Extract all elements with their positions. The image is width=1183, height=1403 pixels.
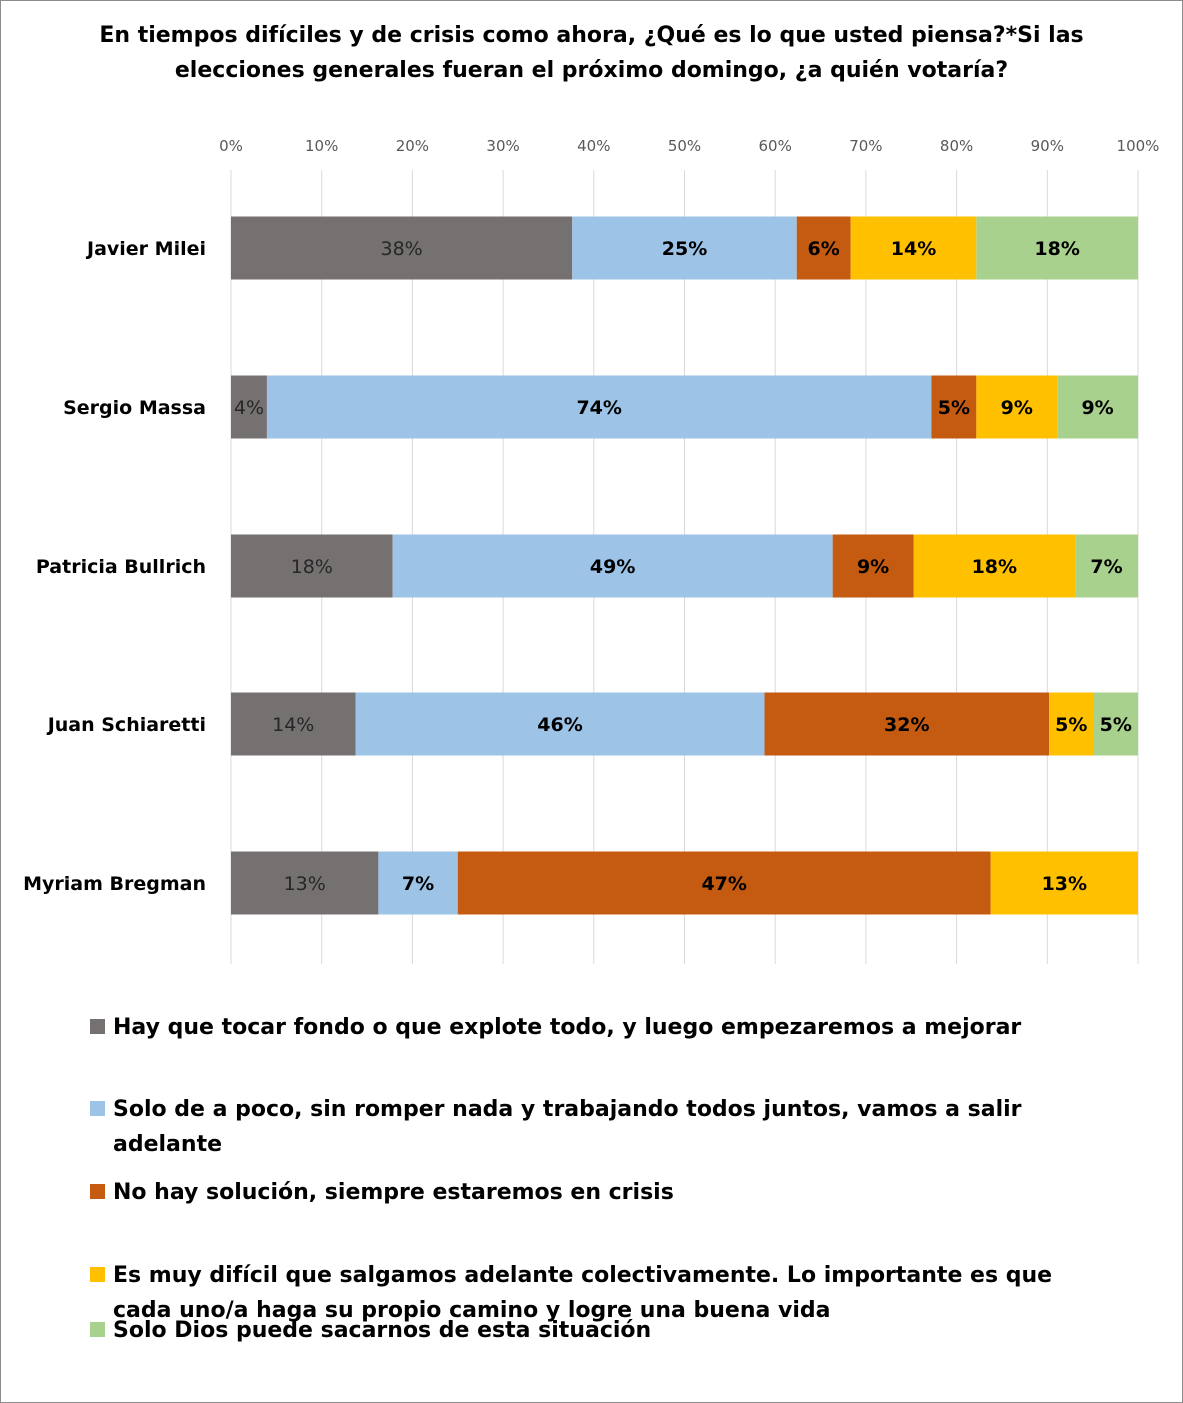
data-label: 46% bbox=[537, 714, 582, 736]
category-label: Myriam Bregman bbox=[23, 873, 206, 895]
chart-title: En tiempos difíciles y de crisis como ah… bbox=[99, 23, 1084, 83]
legend-item: No hay solución, siempre estaremos en cr… bbox=[90, 1175, 1113, 1210]
legend-item: Solo de a poco, sin romper nada y trabaj… bbox=[90, 1092, 1113, 1162]
x-tick-label: 70% bbox=[849, 137, 882, 155]
data-label: 14% bbox=[272, 714, 314, 736]
legend-item: Es muy difícil que salgamos adelante col… bbox=[90, 1258, 1113, 1328]
bar-segment bbox=[1075, 534, 1138, 598]
x-tick-label: 0% bbox=[219, 137, 243, 155]
bar-segment bbox=[1049, 692, 1094, 756]
legend-item: Solo Dios puede sacarnos de esta situaci… bbox=[90, 1313, 1113, 1348]
x-tick-label: 40% bbox=[577, 137, 610, 155]
legend-label: Es muy difícil que salgamos adelante col… bbox=[113, 1263, 1053, 1323]
data-label: 9% bbox=[1001, 397, 1033, 419]
data-label: 14% bbox=[891, 238, 936, 260]
legend-label: No hay solución, siempre estaremos en cr… bbox=[113, 1180, 674, 1205]
data-label: 25% bbox=[662, 238, 707, 260]
stacked-bar-chart: 0% 10% 20% 30% 40% 50% 60% 70% 80% 90% 100% Javier … bbox=[23, 137, 1160, 964]
x-tick-label: 50% bbox=[668, 137, 701, 155]
bar-segment bbox=[231, 534, 393, 598]
bar-segment bbox=[355, 692, 765, 756]
bar-segment bbox=[378, 851, 458, 915]
data-label: 7% bbox=[1090, 556, 1122, 578]
data-label: 9% bbox=[1081, 397, 1113, 419]
data-label: 18% bbox=[972, 556, 1017, 578]
bar-segment bbox=[231, 216, 573, 280]
bar-segment bbox=[764, 692, 1050, 756]
bar-segment bbox=[457, 851, 991, 915]
bar-segment bbox=[913, 534, 1076, 598]
data-label: 13% bbox=[284, 873, 326, 895]
bar-segment bbox=[990, 851, 1138, 915]
category-label: Patricia Bullrich bbox=[36, 556, 206, 578]
bar-segment bbox=[231, 692, 356, 756]
bar-segment bbox=[796, 216, 851, 280]
bar-segment bbox=[392, 534, 833, 598]
bar-segment bbox=[572, 216, 797, 280]
data-label: 47% bbox=[701, 873, 746, 895]
x-tick-label: 90% bbox=[1031, 137, 1064, 155]
bar-segment bbox=[231, 851, 379, 915]
x-tick-label: 10% bbox=[305, 137, 338, 155]
data-label: 5% bbox=[1055, 714, 1087, 736]
legend-swatch bbox=[90, 1322, 105, 1337]
legend-swatch bbox=[90, 1101, 105, 1116]
x-tick-label: 80% bbox=[940, 137, 973, 155]
legend-label: Hay que tocar fondo o que explote todo, … bbox=[113, 1015, 1022, 1040]
data-label: 74% bbox=[576, 397, 621, 419]
data-label: 49% bbox=[590, 556, 635, 578]
data-label: 18% bbox=[1034, 238, 1079, 260]
x-tick-label: 20% bbox=[396, 137, 429, 155]
bar-segment bbox=[1093, 692, 1138, 756]
x-tick-label: 100% bbox=[1117, 137, 1160, 155]
data-label: 9% bbox=[857, 556, 889, 578]
data-label: 32% bbox=[884, 714, 929, 736]
legend-label: Solo Dios puede sacarnos de esta situaci… bbox=[113, 1318, 652, 1343]
legend-swatch bbox=[90, 1019, 105, 1034]
legend-label: Solo de a poco, sin romper nada y trabaj… bbox=[113, 1097, 1022, 1157]
category-label: Juan Schiaretti bbox=[46, 714, 206, 736]
bar-segment bbox=[976, 216, 1138, 280]
data-label: 18% bbox=[291, 556, 333, 578]
legend-swatch bbox=[90, 1184, 105, 1199]
bar-segment bbox=[931, 375, 977, 439]
data-label: 4% bbox=[234, 397, 264, 419]
data-label: 5% bbox=[938, 397, 970, 419]
bar-segment bbox=[850, 216, 977, 280]
bar-segment bbox=[231, 375, 267, 439]
data-label: 13% bbox=[1042, 873, 1087, 895]
data-label: 7% bbox=[402, 873, 434, 895]
legend-item: Hay que tocar fondo o que explote todo, … bbox=[90, 1010, 1113, 1045]
bar-segment bbox=[832, 534, 914, 598]
category-label: Sergio Massa bbox=[63, 397, 206, 419]
data-label: 38% bbox=[381, 238, 423, 260]
bar-segment bbox=[266, 375, 932, 439]
bar-segment bbox=[976, 375, 1058, 439]
category-label: Javier Milei bbox=[85, 238, 206, 260]
legend-swatch bbox=[90, 1267, 105, 1282]
data-label: 5% bbox=[1100, 714, 1132, 736]
x-tick-label: 60% bbox=[759, 137, 792, 155]
bar-segment bbox=[1057, 375, 1138, 439]
x-tick-label: 30% bbox=[486, 137, 519, 155]
data-label: 6% bbox=[808, 238, 840, 260]
